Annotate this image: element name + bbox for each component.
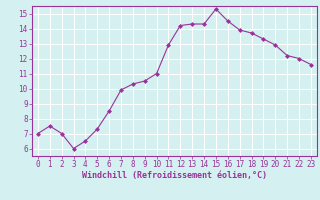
X-axis label: Windchill (Refroidissement éolien,°C): Windchill (Refroidissement éolien,°C)	[82, 171, 267, 180]
